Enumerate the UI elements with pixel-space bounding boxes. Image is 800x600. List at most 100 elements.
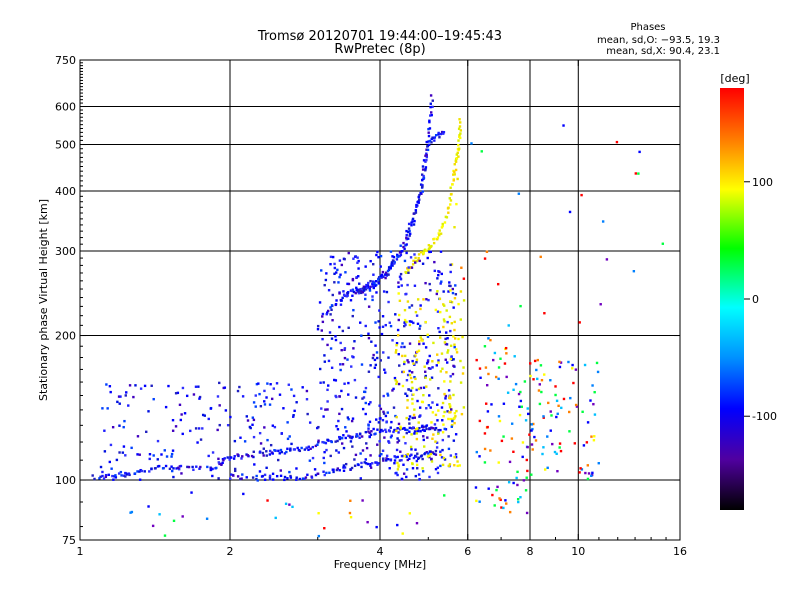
scatter-point [351, 417, 355, 420]
scatter-point [404, 392, 407, 395]
scatter-point [419, 304, 422, 307]
scatter-point [216, 395, 220, 398]
scatter-point [395, 258, 399, 261]
scatter-point [428, 394, 431, 397]
scatter-point [382, 290, 386, 293]
scatter-point [422, 159, 426, 162]
scatter-point [384, 430, 388, 434]
scatter-point [265, 466, 268, 470]
scatter-point [369, 364, 372, 367]
scatter-point [303, 477, 306, 480]
scatter-point [329, 255, 333, 259]
scatter-point [344, 436, 347, 440]
scatter-point [438, 136, 441, 139]
scatter-point [168, 467, 172, 471]
scatter-point [307, 445, 311, 448]
scatter-point [346, 282, 349, 286]
scatter-point [189, 429, 192, 433]
scatter-point [152, 454, 155, 457]
scatter-point [178, 403, 182, 407]
scatter-point [586, 421, 590, 424]
scatter-point [138, 453, 141, 456]
scatter-point [490, 403, 493, 406]
scatter-point [367, 424, 370, 427]
scatter-point [437, 361, 440, 364]
scatter-point [372, 273, 375, 276]
scatter-point [417, 253, 421, 256]
scatter-point [201, 427, 204, 430]
scatter-point [108, 460, 112, 464]
scatter-point [418, 426, 421, 430]
scatter-point [456, 177, 459, 181]
scatter-point [526, 469, 529, 473]
scatter-point [415, 259, 418, 263]
scatter-point [411, 397, 414, 401]
scatter-point [574, 403, 578, 407]
scatter-point [402, 463, 405, 466]
scatter-point [454, 293, 458, 296]
scatter-point [209, 407, 213, 410]
scatter-point [223, 457, 226, 460]
scatter-point [378, 454, 382, 457]
scatter-point [397, 318, 400, 322]
scatter-point [367, 305, 371, 308]
scatter-point [412, 321, 415, 325]
scatter-point [314, 473, 318, 477]
scatter-point [140, 469, 144, 473]
scatter-point [427, 454, 431, 458]
scatter-point [580, 468, 584, 471]
scatter-point [408, 373, 412, 377]
scatter-point [526, 412, 530, 416]
scatter-point [411, 462, 414, 466]
scatter-point [421, 262, 425, 265]
scatter-point [413, 219, 416, 223]
scatter-point [371, 356, 375, 360]
scatter-point [478, 367, 482, 370]
scatter-point [122, 474, 126, 477]
scatter-point [438, 229, 441, 232]
scatter-point [358, 289, 361, 292]
scatter-point [443, 221, 447, 224]
scatter-point [427, 140, 430, 143]
scatter-point [556, 469, 559, 473]
scatter-point [422, 342, 425, 345]
scatter-point [519, 496, 522, 499]
scatter-point [457, 139, 460, 142]
scatter-point [407, 266, 410, 269]
scatter-point [293, 409, 296, 413]
scatter-point [127, 404, 130, 407]
scatter-point [423, 445, 426, 448]
scatter-point [424, 281, 427, 285]
scatter-point [411, 402, 414, 405]
scatter-point [292, 414, 295, 417]
scatter-point [369, 279, 372, 283]
scatter-point [412, 259, 415, 263]
scatter-point [355, 433, 358, 436]
scatter-point [229, 415, 232, 419]
scatter-point [323, 527, 326, 530]
scatter-point [393, 262, 396, 265]
scatter-point [428, 475, 431, 479]
scatter-point [421, 339, 424, 342]
scatter-point [486, 425, 489, 429]
scatter-point [369, 462, 372, 466]
scatter-point [286, 437, 290, 441]
scatter-point [414, 448, 417, 451]
scatter-point [211, 474, 214, 478]
scatter-point [363, 390, 367, 394]
scatter-point [111, 474, 114, 478]
y-tick-label: 400 [55, 185, 76, 198]
scatter-point [139, 387, 143, 390]
scatter-point [532, 422, 535, 426]
scatter-point [555, 399, 559, 403]
scatter-point [413, 375, 416, 379]
scatter-point [449, 270, 452, 274]
scatter-point [516, 470, 519, 474]
scatter-point [323, 441, 326, 444]
scatter-point [632, 270, 636, 273]
scatter-point [358, 432, 362, 435]
scatter-point [396, 427, 399, 430]
scatter-point [179, 418, 183, 422]
scatter-point [414, 209, 418, 212]
